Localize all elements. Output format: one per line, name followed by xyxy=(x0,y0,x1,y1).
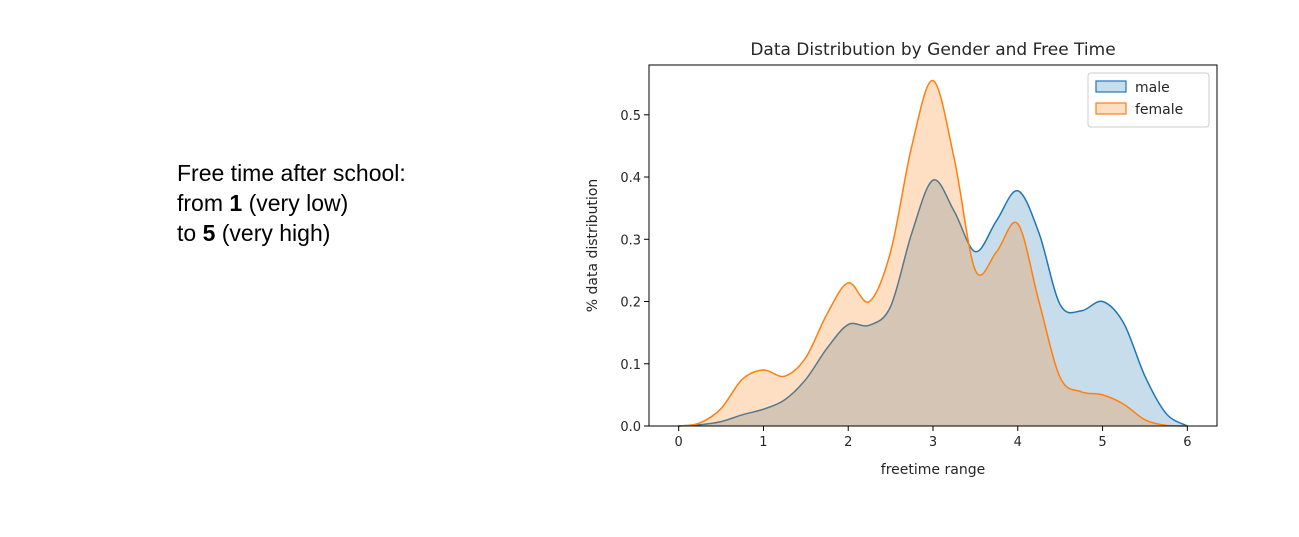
series-line-male xyxy=(678,179,1188,427)
legend-label-male: male xyxy=(1135,80,1170,96)
y-axis-label: % data distribution xyxy=(585,179,601,313)
series-areas xyxy=(678,79,1188,427)
note-line-2-bold: 1 xyxy=(229,190,243,216)
legend-swatch-female xyxy=(1095,102,1127,115)
x-tick-label: 6 xyxy=(1183,435,1191,450)
note-line-2-post: (very low) xyxy=(242,190,349,216)
y-axis-ticks: 0.0 0.1 0.2 0.3 0.4 0.5 xyxy=(620,109,649,435)
note-line-2: from 1 (very low) xyxy=(177,188,406,218)
y-tick-label: 0.1 xyxy=(620,358,641,373)
x-tick-label: 5 xyxy=(1098,435,1106,450)
note-line-2-pre: from xyxy=(177,190,230,216)
note-line-3-post: (very high) xyxy=(215,220,331,246)
x-axis-label: freetime range xyxy=(881,462,985,478)
series-area-female xyxy=(678,80,1188,426)
y-tick-label: 0.5 xyxy=(620,109,641,124)
y-tick-label: 0.3 xyxy=(620,233,641,248)
x-tick-label: 0 xyxy=(675,435,683,450)
note-line-3-pre: to xyxy=(177,220,203,246)
y-tick-label: 0.4 xyxy=(620,171,641,186)
series-line-female xyxy=(678,79,1188,427)
chart-title: Data Distribution by Gender and Free Tim… xyxy=(750,40,1115,60)
legend: male female xyxy=(1087,72,1210,128)
legend-swatch-male xyxy=(1095,80,1127,93)
note-line-3-bold: 5 xyxy=(202,220,216,246)
note-line-1: Free time after school: xyxy=(177,160,406,186)
x-tick-label: 3 xyxy=(929,435,937,450)
note-line-3: to 5 (very high) xyxy=(177,218,406,248)
y-tick-label: 0.0 xyxy=(620,420,641,435)
x-tick-label: 2 xyxy=(844,435,852,450)
y-tick-label: 0.2 xyxy=(620,296,641,311)
x-axis-ticks: 0 1 2 3 4 5 6 xyxy=(675,426,1191,450)
legend-label-female: female xyxy=(1135,102,1183,118)
x-tick-label: 1 xyxy=(759,435,767,450)
series-area-male xyxy=(678,179,1188,426)
freetime-note: Free time after school: from 1 (very low… xyxy=(177,158,406,248)
x-tick-label: 4 xyxy=(1014,435,1022,450)
